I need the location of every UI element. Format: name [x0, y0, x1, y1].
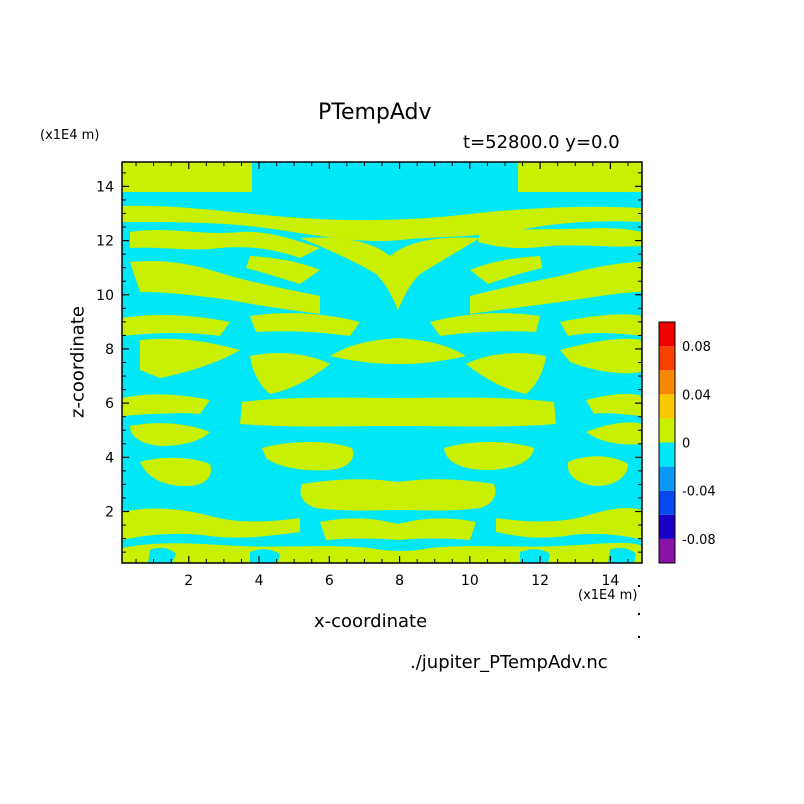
colorbar-swatch — [659, 394, 675, 419]
region-9-cr — [430, 313, 540, 336]
y-axis-label: z-coordinate — [67, 306, 89, 418]
region-center-upper — [300, 237, 480, 310]
colorbar-swatch — [659, 418, 675, 443]
region-9-left — [122, 315, 230, 336]
region-4-left — [262, 442, 354, 471]
region-10-left — [130, 260, 320, 314]
region-10-right — [470, 262, 642, 314]
colorbar-swatch — [659, 490, 675, 515]
colorbar-swatch — [659, 370, 675, 395]
region-6-left — [122, 394, 210, 416]
hole-bottom-1 — [148, 547, 176, 563]
hole-bottom-2 — [250, 549, 280, 563]
region-3-center — [300, 479, 496, 511]
region-5-left — [130, 423, 210, 446]
colorbar-swatch — [659, 322, 675, 347]
x-tick-label: 4 — [255, 573, 264, 589]
colorbar-swatch — [659, 466, 675, 491]
hole-bottom-4 — [608, 547, 636, 563]
hole-bottom-3 — [520, 549, 550, 563]
colorbar-swatch — [659, 514, 675, 539]
region-8-center — [330, 338, 466, 364]
x-tick-label: 12 — [531, 573, 549, 589]
x-axis-unit: (x1E4 m) — [578, 588, 638, 603]
colorbar — [658, 321, 676, 564]
region-6-band — [240, 397, 556, 427]
y-tick-label: 4 — [105, 450, 114, 466]
chart-title: PTempAdv — [318, 100, 432, 125]
region-10-mid-left — [246, 256, 320, 284]
x-tick-label: 10 — [461, 573, 479, 589]
x-axis-label: x-coordinate — [314, 611, 428, 632]
y-tick-label: 12 — [96, 234, 114, 250]
colorbar-tick-label: -0.04 — [682, 485, 716, 500]
colorbar-tick-labels: 0.08 0.04 0 -0.04 -0.08 — [682, 340, 716, 548]
region-4-fr — [567, 456, 628, 486]
colorbar-swatch — [659, 346, 675, 371]
region-upper-band — [122, 205, 642, 242]
colorbar-swatch — [659, 538, 675, 563]
x-tick-label: 2 — [184, 573, 193, 589]
x-tick-label: 6 — [325, 573, 334, 589]
region-bottom-right — [496, 508, 642, 540]
region-10-mid-right — [470, 256, 542, 284]
decor-dot — [638, 613, 640, 615]
region-top-left — [122, 162, 252, 192]
region-4-right — [444, 442, 534, 470]
axis-tick-labels: 2 4 6 8 10 12 14 2 4 6 8 10 12 14 — [96, 179, 619, 589]
colorbar-swatch — [659, 442, 675, 467]
region-7-left — [250, 353, 330, 394]
x-tick-label: 8 — [395, 573, 404, 589]
y-axis-unit: (x1E4 m) — [40, 128, 100, 143]
region-top-right — [518, 162, 642, 192]
y-tick-label: 10 — [96, 288, 114, 304]
positive-regions — [122, 162, 642, 563]
colorbar-tick-label: 0 — [682, 437, 690, 452]
colorbar-tick-label: 0.08 — [682, 340, 711, 355]
colorbar-tick-label: 0.04 — [682, 388, 711, 403]
region-7-right — [466, 353, 546, 394]
region-8-right — [560, 338, 642, 374]
y-tick-label: 2 — [105, 505, 114, 521]
region-bottom-left — [122, 508, 300, 540]
region-9-right — [560, 314, 642, 336]
y-tick-label: 8 — [105, 342, 114, 358]
source-file-label: ./jupiter_PTempAdv.nc — [410, 652, 608, 673]
colorbar-frame — [658, 321, 676, 564]
region-4-fl — [140, 457, 211, 486]
y-tick-label: 6 — [105, 396, 114, 412]
colorbar-tick-label: -0.08 — [682, 533, 716, 548]
region-band-12b — [478, 228, 642, 249]
region-bottom-center — [320, 518, 476, 540]
region-5-right — [586, 422, 642, 445]
chart-subtitle: t=52800.0 y=0.0 — [463, 132, 620, 153]
region-8-left — [140, 338, 240, 378]
region-band-12 — [130, 230, 320, 258]
x-tick-label: 14 — [601, 573, 619, 589]
axis-ticks — [122, 162, 642, 563]
region-6-right — [586, 393, 642, 416]
y-tick-label: 14 — [96, 179, 114, 195]
decor-dot — [638, 585, 640, 587]
region-9-cl — [250, 313, 360, 336]
decor-dot — [638, 636, 640, 638]
